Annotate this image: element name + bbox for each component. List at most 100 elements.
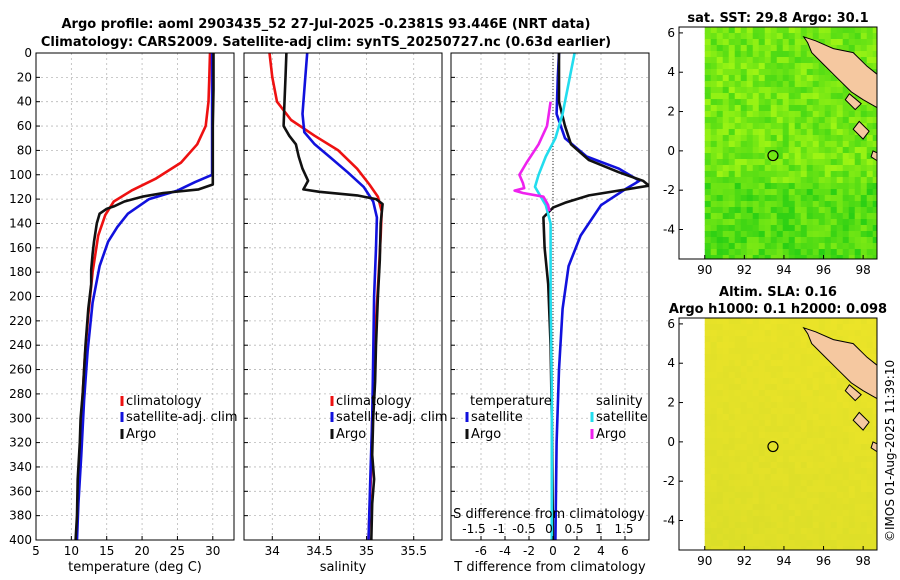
- map-cell: [734, 324, 742, 331]
- map-cell: [812, 57, 820, 64]
- map-cell: [794, 402, 802, 409]
- map-cell: [710, 99, 718, 106]
- map-cell: [758, 354, 766, 361]
- map-cell: [704, 414, 712, 421]
- map-cell: [740, 183, 748, 190]
- map-cell: [854, 462, 862, 469]
- map-cell: [824, 171, 832, 178]
- map-cell: [716, 414, 724, 421]
- map-cell: [806, 243, 814, 250]
- map-cell: [716, 213, 724, 220]
- map-cell: [794, 324, 802, 331]
- map-cell: [764, 534, 772, 541]
- map-cell: [746, 432, 754, 439]
- map-cell: [728, 396, 736, 403]
- x-axis-label: temperature (deg C): [68, 560, 202, 575]
- map-cell: [860, 540, 868, 547]
- map-cell: [704, 129, 712, 136]
- map-cell: [836, 255, 844, 259]
- map-cell: [800, 318, 808, 325]
- map-cell: [806, 27, 814, 34]
- map-cell: [854, 402, 862, 409]
- map-cell: [824, 183, 832, 190]
- map-cell: [710, 231, 718, 238]
- map-cell: [842, 534, 850, 541]
- map-cell: [824, 438, 832, 445]
- map-cell: [710, 510, 718, 517]
- map-cell: [824, 372, 832, 379]
- map-cell: [794, 75, 802, 82]
- map-cell: [746, 390, 754, 397]
- map-cell: [746, 231, 754, 238]
- map-cell: [746, 69, 754, 76]
- map-cell: [794, 105, 802, 112]
- map-cell: [764, 75, 772, 82]
- map-cell: [794, 360, 802, 367]
- map-cell: [866, 468, 874, 475]
- map-cell: [752, 117, 760, 124]
- map-cell: [758, 426, 766, 433]
- map-cell: [782, 141, 790, 148]
- map-cell: [740, 57, 748, 64]
- map-cell: [740, 63, 748, 70]
- map-cell: [752, 444, 760, 451]
- map-cell: [704, 546, 712, 550]
- map-cell: [728, 135, 736, 142]
- map-cell: [812, 207, 820, 214]
- map-cell: [836, 474, 844, 481]
- map-cell: [782, 456, 790, 463]
- map-cell: [734, 225, 742, 232]
- map-cell: [806, 141, 814, 148]
- map-cell: [782, 195, 790, 202]
- map-cell: [776, 468, 784, 475]
- map-cell: [818, 63, 826, 70]
- map-cell: [704, 165, 712, 172]
- map-cell: [794, 432, 802, 439]
- map-cell: [812, 237, 820, 244]
- map-y-tick-label: -4: [663, 514, 675, 528]
- map-cell: [818, 159, 826, 166]
- map-cell: [770, 528, 778, 535]
- map-cell: [740, 105, 748, 112]
- map-cell: [812, 348, 820, 355]
- map-cell: [812, 390, 820, 397]
- map-cell: [758, 231, 766, 238]
- map-cell: [812, 534, 820, 541]
- map-cell: [746, 129, 754, 136]
- map-cell: [752, 438, 760, 445]
- map-cell: [740, 450, 748, 457]
- map-cell: [746, 81, 754, 88]
- map-cell: [830, 498, 838, 505]
- map-cell: [764, 480, 772, 487]
- map-cell: [806, 372, 814, 379]
- map-cell: [860, 396, 868, 403]
- map-cell: [872, 528, 877, 535]
- map-cell: [866, 243, 874, 250]
- map-cell: [806, 33, 814, 40]
- map-cell: [854, 219, 862, 226]
- map-cell: [854, 432, 862, 439]
- map-cell: [764, 249, 772, 256]
- map-cell: [806, 57, 814, 64]
- map-cell: [764, 105, 772, 112]
- map-cell: [788, 516, 796, 523]
- map-cell: [704, 183, 712, 190]
- map-cell: [746, 27, 754, 34]
- map-cell: [734, 153, 742, 160]
- map-cell: [764, 129, 772, 136]
- map-cell: [740, 516, 748, 523]
- map-cell: [734, 354, 742, 361]
- map-cell: [836, 111, 844, 118]
- map-cell: [854, 249, 862, 256]
- map-cell: [806, 51, 814, 58]
- map-cell: [728, 348, 736, 355]
- map-cell: [836, 378, 844, 385]
- map-cell: [704, 372, 712, 379]
- map-cell: [824, 27, 832, 34]
- map-cell: [824, 177, 832, 184]
- map-cell: [800, 378, 808, 385]
- map-cell: [818, 177, 826, 184]
- map-cell: [812, 93, 820, 100]
- map-cell: [830, 408, 838, 415]
- map-cell: [836, 99, 844, 106]
